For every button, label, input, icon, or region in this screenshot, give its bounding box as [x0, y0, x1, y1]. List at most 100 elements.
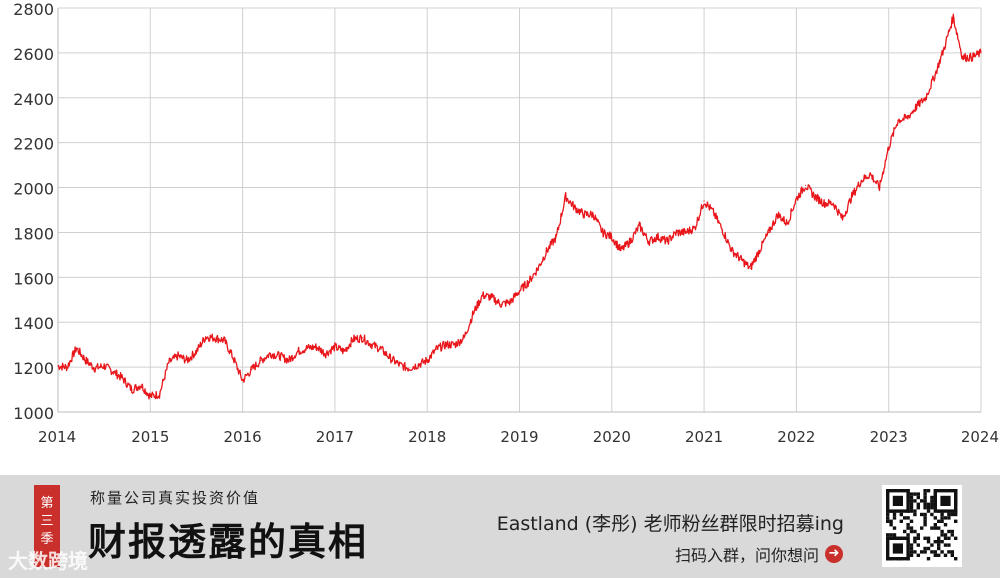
data-point — [860, 180, 862, 182]
data-point — [352, 338, 354, 340]
season-tag: 第 三 季 — [34, 485, 60, 567]
data-point — [888, 146, 890, 148]
data-point — [943, 47, 945, 50]
data-point — [758, 249, 761, 251]
data-point — [195, 350, 197, 352]
data-point — [731, 249, 733, 251]
data-point — [555, 236, 558, 238]
data-point — [343, 350, 345, 352]
data-point — [906, 117, 908, 119]
data-point — [786, 222, 788, 225]
data-point — [814, 195, 816, 198]
data-point — [75, 347, 78, 349]
arrow-right-icon: ➜ — [825, 545, 843, 563]
data-point — [362, 337, 364, 339]
data-point — [417, 364, 419, 366]
data-point — [712, 211, 714, 213]
data-point — [112, 371, 114, 373]
data-point — [518, 290, 521, 292]
data-point — [832, 202, 834, 204]
data-point — [435, 348, 437, 350]
data-point — [306, 347, 308, 349]
season-tag-char: 三 — [40, 514, 54, 529]
data-point — [703, 200, 705, 202]
chart-area: 1000 1200 1400 1600 1800 2000 2200 2400 2600 2800… — [13, 0, 999, 446]
data-point — [315, 346, 317, 348]
data-point — [620, 249, 622, 251]
data-point — [66, 366, 68, 368]
data-point — [934, 74, 936, 76]
x-tick-label: 2015 — [131, 428, 169, 446]
data-point — [952, 16, 954, 18]
promo-text: Eastland (李彤) 老师粉丝群限时招募ing — [496, 513, 844, 535]
data-point — [685, 231, 687, 233]
data-point — [878, 187, 881, 189]
x-tick-label: 2014 — [38, 428, 76, 446]
data-point — [777, 213, 779, 216]
data-point — [841, 218, 844, 220]
data-point — [851, 195, 853, 198]
data-point — [334, 346, 336, 348]
data-point — [463, 337, 465, 339]
data-point — [177, 355, 179, 357]
data-point — [749, 267, 751, 269]
season-tag-char: 季 — [40, 532, 54, 547]
x-tick-label: 2024 — [961, 428, 999, 446]
x-tick-label: 2023 — [870, 428, 908, 446]
data-point — [897, 119, 899, 121]
data-point — [389, 357, 391, 359]
data-point — [288, 359, 290, 361]
y-tick-label: 2600 — [13, 45, 54, 64]
data-point — [380, 348, 382, 350]
data-point — [94, 367, 96, 369]
data-point — [454, 344, 456, 346]
data-point — [251, 368, 253, 370]
x-tick-label: 2016 — [224, 428, 262, 446]
data-point — [546, 249, 548, 251]
data-point — [602, 231, 604, 233]
data-point — [980, 52, 982, 54]
data-point — [491, 296, 493, 299]
data-point — [740, 258, 742, 260]
data-point — [961, 56, 964, 59]
data-point — [158, 393, 161, 395]
y-tick-label: 2000 — [13, 180, 54, 199]
x-tick-label: 2019 — [500, 428, 538, 446]
y-tick-label: 1600 — [13, 269, 54, 288]
data-point — [242, 380, 244, 382]
data-point — [278, 355, 281, 357]
data-point — [122, 377, 124, 379]
data-point — [592, 213, 594, 216]
data-point — [214, 337, 216, 339]
qr-code-icon[interactable] — [882, 485, 962, 567]
y-tick-label: 2200 — [13, 135, 54, 154]
promo-banner: 第 三 季 称量公司真实投资价值 财报透露的真相 大数跨境 Eastland (… — [0, 475, 1000, 578]
data-point — [768, 231, 770, 233]
data-point — [657, 236, 659, 238]
data-point — [57, 365, 59, 367]
data-point — [869, 173, 871, 175]
data-point — [103, 365, 105, 367]
data-point — [805, 184, 807, 186]
data-point — [648, 240, 650, 242]
y-tick-label: 2800 — [13, 0, 54, 19]
data-point — [325, 353, 327, 355]
data-point — [140, 384, 142, 386]
data-point — [509, 301, 511, 303]
data-point — [971, 56, 973, 59]
data-point — [565, 195, 567, 198]
y-tick-label: 1000 — [13, 404, 54, 423]
data-point — [666, 240, 668, 242]
data-point — [371, 344, 373, 346]
data-point — [675, 231, 678, 233]
data-point — [823, 202, 825, 204]
data-point — [528, 281, 530, 283]
data-point — [795, 198, 798, 200]
data-point — [638, 225, 641, 227]
x-tick-label: 2018 — [408, 428, 446, 446]
data-point — [205, 336, 207, 338]
x-tick-label: 2021 — [685, 428, 723, 446]
join-group-link[interactable]: 扫码入群，问你想问 ➜ — [675, 542, 843, 566]
data-point — [426, 359, 428, 361]
data-point — [186, 359, 188, 361]
